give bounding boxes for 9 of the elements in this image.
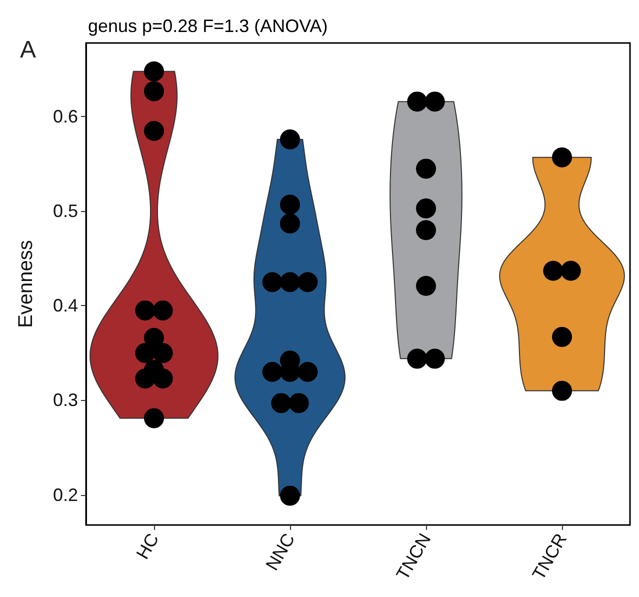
y-tick-label: 0.2 [52,484,78,505]
y-tick-label: 0.3 [52,390,78,410]
text: A [20,36,36,64]
y-axis-title: Evenness [15,240,37,328]
chart-title: genus p=0.28 F=1.3 (ANOVA) [88,16,328,36]
y-tick-label: 0.5 [52,201,78,222]
x-tick-label: HC [132,530,163,563]
y-tick-label: 0.6 [52,106,78,127]
y-tick-label: 0.4 [52,296,78,316]
